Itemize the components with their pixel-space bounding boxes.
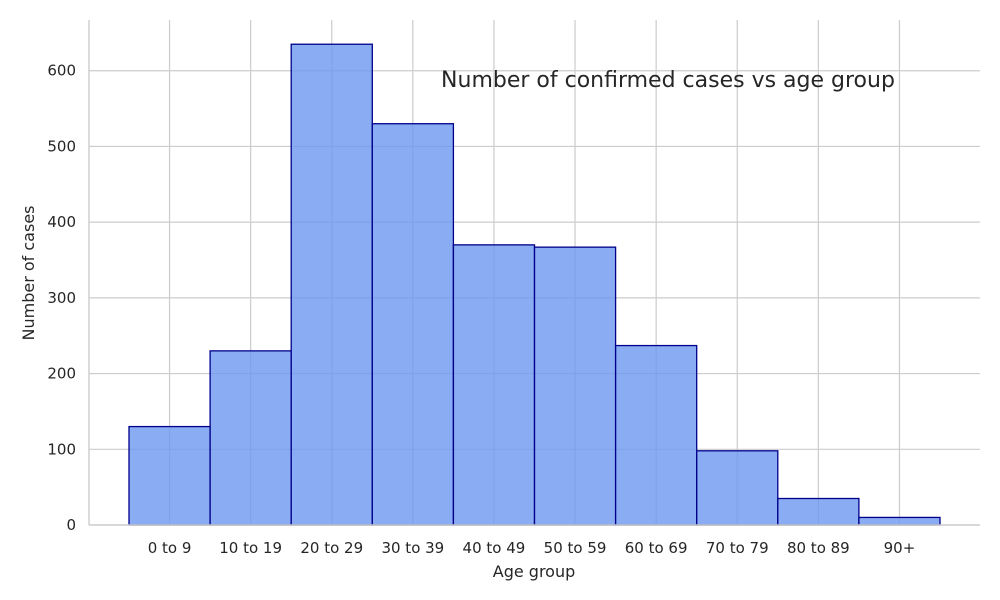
x-tick-label: 80 to 89 [787,539,850,557]
x-tick-label: 30 to 39 [381,539,444,557]
y-tick-label: 600 [47,62,76,80]
y-tick-label: 100 [47,440,76,458]
x-tick-label: 0 to 9 [148,539,192,557]
x-axis-label: Age group [493,562,576,581]
chart-title: Number of confirmed cases vs age group [441,68,895,93]
bar [777,497,860,526]
bars [128,43,941,526]
bar [533,246,617,526]
bar [209,350,292,526]
y-tick-label: 0 [66,516,76,534]
x-tick-label: 60 to 69 [625,539,688,557]
x-tick-label: 10 to 19 [219,539,282,557]
bar [290,43,373,526]
y-tick-label: 400 [47,213,76,231]
tick-labels: 0 100 200 300 400 500 600 0 to 9 10 to 19 20 to 2… [47,62,915,557]
axes [88,20,980,526]
y-tick-label: 500 [47,137,76,155]
y-axis-label: Number of cases [19,206,38,341]
x-tick-label: 20 to 29 [300,539,363,557]
y-tick-label: 300 [47,289,76,307]
bar [614,344,698,526]
bar [858,516,941,526]
x-tick-label: 90+ [884,539,916,557]
bar [371,123,455,526]
x-tick-label: 50 to 59 [544,539,607,557]
y-tick-label: 200 [47,365,76,383]
x-tick-label: 40 to 49 [463,539,526,557]
bar [696,450,779,526]
bar [128,425,211,526]
bar [452,244,536,526]
x-tick-label: 70 to 79 [706,539,769,557]
